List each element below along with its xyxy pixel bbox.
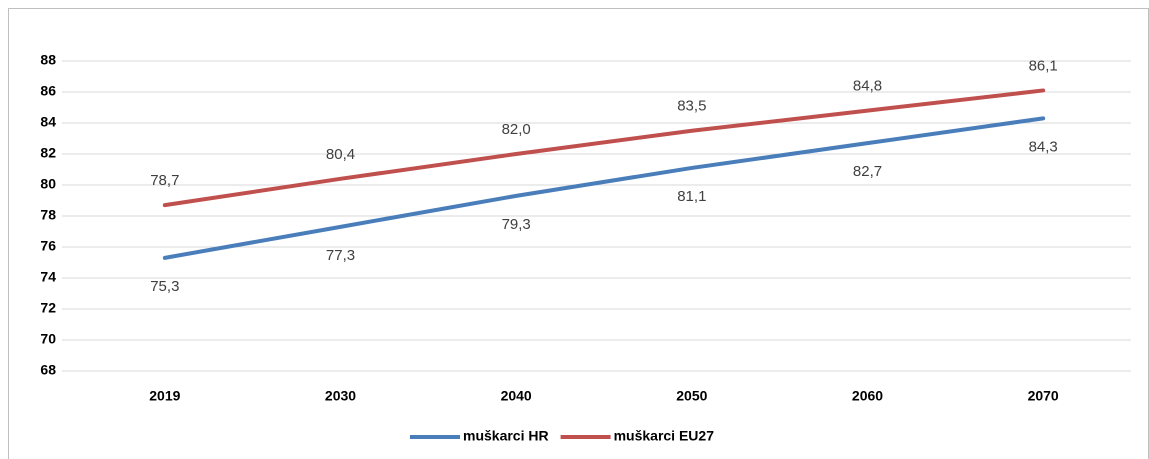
y-tick-label: 68 xyxy=(40,362,56,378)
legend-label: muškarci HR xyxy=(463,428,549,444)
value-label: 83,5 xyxy=(677,98,706,115)
y-tick-label: 74 xyxy=(40,269,56,285)
value-label: 79,3 xyxy=(502,216,531,233)
value-label: 82,0 xyxy=(502,121,531,138)
value-label: 84,8 xyxy=(853,78,882,95)
value-label: 75,3 xyxy=(150,278,179,295)
x-tick-label: 2040 xyxy=(501,388,532,404)
y-tick-label: 88 xyxy=(40,52,56,68)
value-label: 77,3 xyxy=(326,247,355,264)
y-tick-label: 86 xyxy=(40,83,56,99)
value-label: 82,7 xyxy=(853,163,882,180)
y-tick-label: 72 xyxy=(40,300,56,316)
y-tick-label: 70 xyxy=(40,331,56,347)
value-label: 86,1 xyxy=(1029,57,1058,74)
x-tick-label: 2030 xyxy=(325,388,356,404)
value-label: 81,1 xyxy=(677,188,706,205)
value-label: 80,4 xyxy=(326,146,355,163)
x-tick-label: 2070 xyxy=(1028,388,1059,404)
x-tick-label: 2050 xyxy=(676,388,707,404)
y-tick-label: 78 xyxy=(40,207,56,223)
y-tick-label: 84 xyxy=(40,114,56,130)
y-tick-label: 76 xyxy=(40,238,56,254)
value-label: 78,7 xyxy=(150,172,179,189)
series-line xyxy=(162,116,1046,260)
x-tick-label: 2019 xyxy=(149,388,180,404)
value-label: 84,3 xyxy=(1029,138,1058,155)
legend-label: muškarci EU27 xyxy=(614,428,715,444)
y-tick-label: 80 xyxy=(40,176,56,192)
x-tick-label: 2060 xyxy=(852,388,883,404)
series-line xyxy=(162,88,1046,208)
y-tick-label: 82 xyxy=(40,145,56,161)
